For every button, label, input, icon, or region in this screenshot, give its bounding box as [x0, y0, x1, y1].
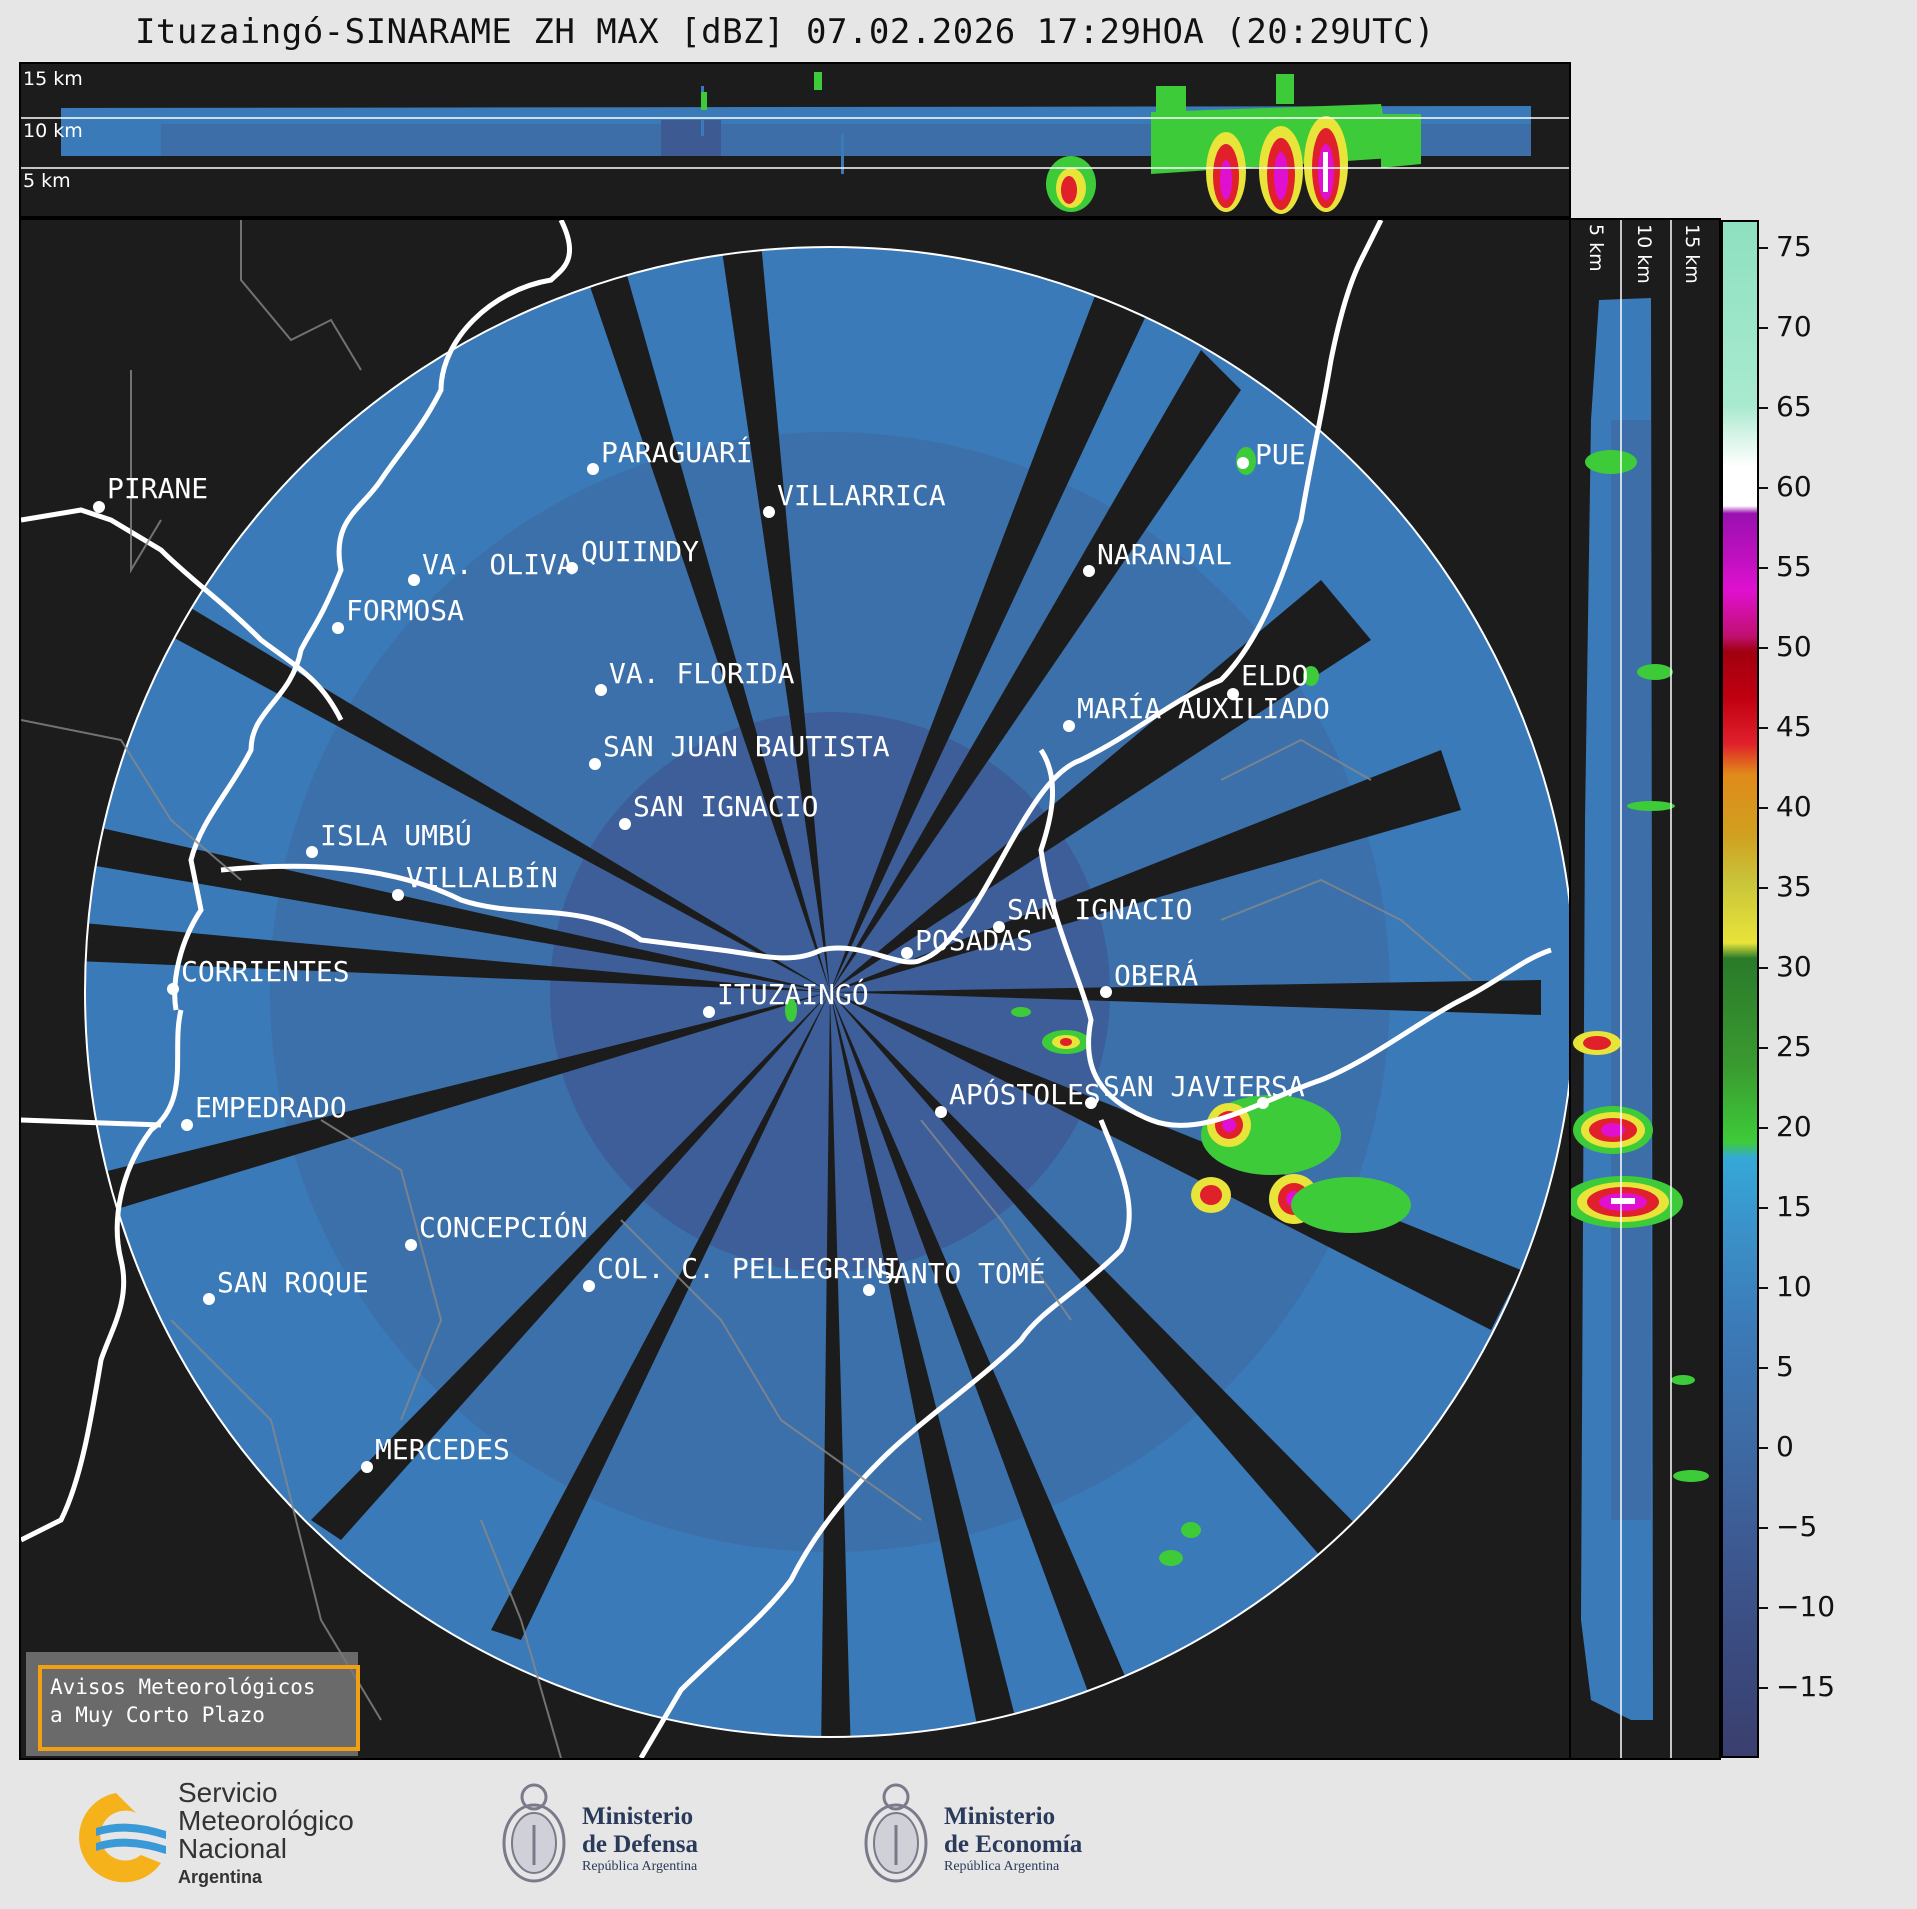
colorbar-tick: 65 [1759, 390, 1812, 423]
city-label: APÓSTOLES [949, 1077, 1101, 1111]
blocked-beams [51, 242, 1541, 1758]
defensa-line-1: Ministerio [582, 1803, 694, 1830]
colorbar-tick: 75 [1759, 230, 1812, 263]
top-cross-section-panel: 15 km 10 km 5 km [19, 62, 1571, 218]
warning-line-1: Avisos Meteorológicos [50, 1675, 316, 1699]
city-label: NARANJAL [1097, 538, 1232, 571]
colorbar-tick: 10 [1759, 1270, 1812, 1303]
side-cross-section-plot [1563, 220, 1709, 1758]
city-label: VA. FLORIDA [609, 657, 795, 690]
city-label: PARAGUARÍ [601, 435, 753, 469]
smn-line-4: Argentina [178, 1867, 263, 1887]
colorbar-tick: 60 [1759, 470, 1812, 503]
city-label: CONCEPCIÓN [419, 1210, 588, 1244]
city-label: ISLA UMBÚ [320, 818, 472, 852]
city-label: OBERÁ [1114, 958, 1198, 992]
height-label-5km: 5 km [23, 170, 71, 192]
side-height-label-5km: 5 km [1585, 224, 1607, 272]
city-label: POSADAS [915, 924, 1033, 957]
city-label: SAN IGNACIO [633, 790, 818, 823]
radar-map-plot: PIRANE PARAGUARÍ VILLARRICA QUIINDY VA. … [19, 218, 1576, 1760]
page-title: Ituzaingó-SINARAME ZH MAX [dBZ] 07.02.20… [134, 12, 1436, 52]
colorbar-tick: −10 [1759, 1590, 1835, 1623]
warning-line-2: a Muy Corto Plazo [50, 1703, 265, 1727]
defensa-line-2: de Defensa [582, 1831, 698, 1858]
city-label: ITUZAINGÓ [717, 977, 869, 1011]
city-label: MARÍA AUXILIADO [1077, 691, 1330, 725]
smn-line-1: Servicio [178, 1777, 278, 1808]
colorbar-tick: 5 [1759, 1350, 1794, 1383]
borders [19, 218, 1552, 1760]
colorbar [1721, 220, 1759, 1758]
colorbar-tick: 25 [1759, 1030, 1812, 1063]
side-cross-section-panel: 5 km 10 km 15 km [1563, 218, 1721, 1760]
city-label: FORMOSA [346, 594, 464, 627]
city-label: MERCEDES [375, 1433, 510, 1466]
colorbar-tick: 20 [1759, 1110, 1812, 1143]
colorbar-tick: 50 [1759, 630, 1812, 663]
top-cross-section-plot [21, 72, 1569, 214]
warning-link[interactable]: Avisos Meteorológicos a Muy Corto Plazo [38, 1665, 360, 1751]
city-label: PIRANE [107, 472, 208, 505]
smn-line-3: Nacional [178, 1833, 287, 1864]
city-label: SAN JAVIER [1103, 1070, 1272, 1103]
city-label: VILLARRICA [777, 479, 946, 512]
side-height-label-10km: 10 km [1633, 224, 1655, 284]
city-label: ELDO [1241, 659, 1308, 692]
city-label: COL. C. PELLEGRINI [597, 1252, 900, 1285]
city-label: EMPEDRADO [195, 1091, 347, 1124]
colorbar-tick: 45 [1759, 710, 1812, 743]
colorbar-tick: 70 [1759, 310, 1812, 343]
side-height-label-15km: 15 km [1681, 224, 1703, 284]
city-label: SA [1271, 1070, 1305, 1103]
colorbar-tick: 0 [1759, 1430, 1794, 1463]
smn-line-2: Meteorológico [178, 1805, 354, 1836]
city-label: SAN ROQUE [217, 1266, 369, 1299]
economia-line-2: de Economía [944, 1831, 1083, 1858]
coat-of-arms-icon [502, 1783, 566, 1883]
city-label: PUE [1255, 438, 1306, 471]
city-label: VILLALBÍN [406, 860, 558, 894]
colorbar-tick: 15 [1759, 1190, 1812, 1223]
warning-box[interactable]: Avisos Meteorológicos a Muy Corto Plazo [26, 1652, 360, 1756]
colorbar-tick: 30 [1759, 950, 1812, 983]
colorbar-tick: 55 [1759, 550, 1812, 583]
economia-line-1: Ministerio [944, 1803, 1056, 1830]
city-markers [93, 457, 1269, 1473]
coat-of-arms-icon [864, 1783, 928, 1883]
city-label: SAN JUAN BAUTISTA [603, 730, 890, 763]
height-label-10km: 10 km [23, 120, 83, 142]
economia-line-3: República Argentina [944, 1859, 1060, 1874]
city-label: SANTO TOMÉ [877, 1256, 1046, 1290]
city-label: SAN IGNACIO [1007, 893, 1192, 926]
colorbar-tick: −15 [1759, 1670, 1835, 1703]
colorbar-tick: 40 [1759, 790, 1812, 823]
radar-map[interactable]: PIRANE PARAGUARÍ VILLARRICA QUIINDY VA. … [19, 218, 1576, 1760]
colorbar-tick: −5 [1759, 1510, 1817, 1543]
colorbar-tick: 35 [1759, 870, 1812, 903]
city-label: QUIINDY [581, 535, 699, 568]
defensa-line-3: República Argentina [582, 1859, 698, 1874]
city-label: VA. OLIVA [422, 548, 574, 581]
city-label: CORRIENTES [181, 955, 350, 988]
smn-logo-icon [79, 1793, 166, 1883]
height-label-15km: 15 km [23, 68, 83, 90]
